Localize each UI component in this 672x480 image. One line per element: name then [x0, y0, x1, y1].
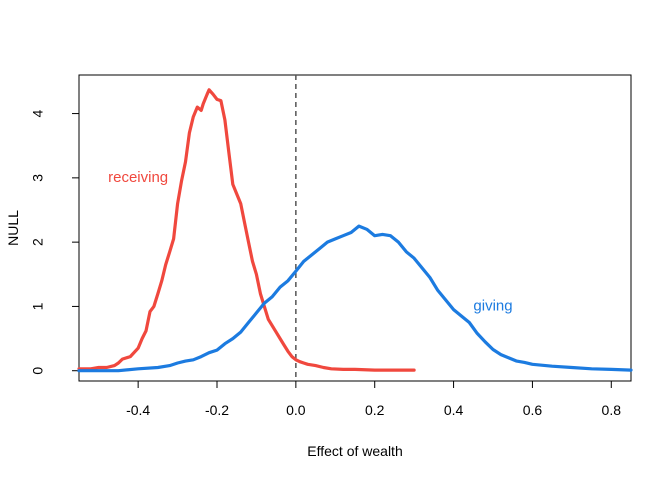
series-line-giving: [77, 224, 633, 373]
x-tick-label: -0.2: [205, 402, 229, 418]
y-tick-label: 0: [30, 367, 46, 375]
x-axis: -0.4 -0.2 0.0 0.2 0.4 0.6 0.8: [126, 380, 622, 418]
x-tick-label: 0.0: [286, 402, 306, 418]
series-label-receiving: receiving: [108, 169, 168, 186]
y-axis: 0 1 2 3 4: [30, 109, 80, 375]
x-tick-label: 0.8: [602, 402, 622, 418]
x-axis-title: Effect of wealth: [307, 443, 402, 459]
series-label-giving: giving: [473, 297, 512, 314]
y-axis-title: NULL: [5, 210, 21, 246]
y-tick-label: 3: [30, 174, 46, 182]
x-tick-label: 0.6: [523, 402, 543, 418]
series-line-receiving: [77, 88, 416, 372]
x-tick-label: 0.2: [365, 402, 385, 418]
series-layer: receiving giving: [77, 88, 633, 373]
x-tick-label: -0.4: [126, 402, 150, 418]
y-tick-label: 1: [30, 302, 46, 310]
y-tick-label: 4: [30, 109, 46, 117]
x-tick-label: 0.4: [444, 402, 464, 418]
y-tick-label: 2: [30, 238, 46, 246]
